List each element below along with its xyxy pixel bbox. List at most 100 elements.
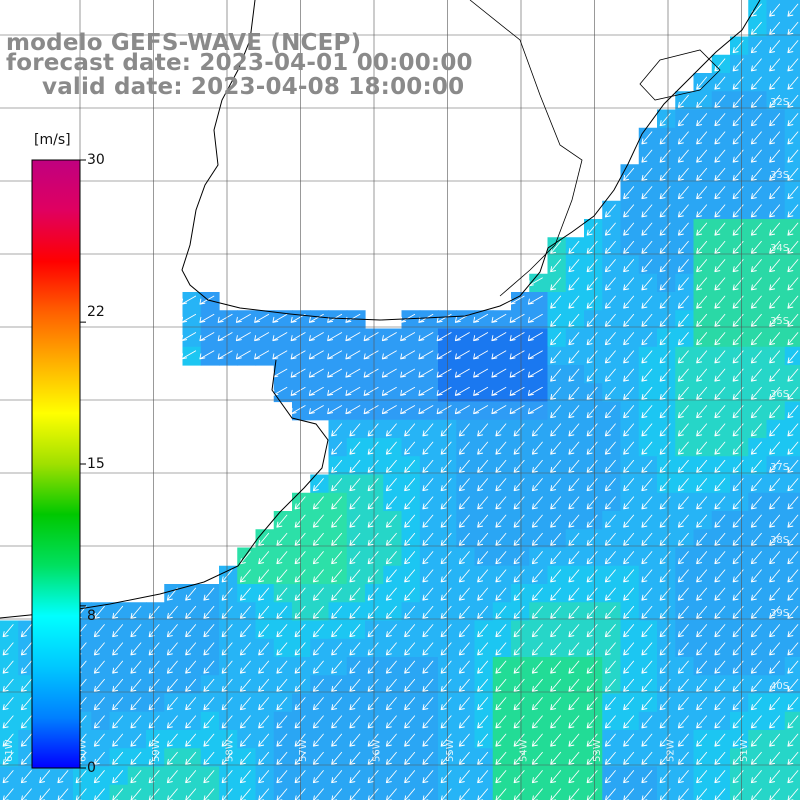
wind-arrow: [477, 770, 489, 784]
wind-arrow: [696, 131, 708, 145]
wind-arrow: [166, 678, 178, 692]
wind-speed-cell: [529, 383, 549, 403]
wind-speed-cell: [255, 328, 275, 348]
wind-arrow: [367, 423, 379, 437]
wind-arrow: [659, 441, 671, 455]
wind-arrow: [276, 733, 288, 747]
wind-arrow: [787, 40, 799, 54]
wind-arrow: [623, 459, 635, 473]
wind-arrow: [750, 459, 762, 473]
wind-speed-cell: [511, 784, 530, 800]
wind-arrow: [659, 532, 671, 546]
wind-arrow: [130, 660, 142, 674]
wind-arrow: [367, 624, 379, 638]
wind-arrow: [422, 532, 434, 546]
wind-arrow: [331, 551, 343, 565]
wind-arrow: [331, 788, 343, 800]
wind-arrow: [641, 313, 653, 327]
wind-arrow: [458, 715, 470, 729]
wind-arrow: [659, 715, 671, 729]
wind-arrow: [422, 605, 434, 619]
wind-arrow: [477, 532, 489, 546]
wind-arrow: [331, 624, 343, 638]
wind-arrow: [750, 295, 762, 309]
wind-arrow: [714, 423, 726, 437]
wind-arrow: [641, 186, 653, 200]
wind-arrow: [568, 605, 580, 619]
wind-speed-cell: [784, 401, 800, 421]
wind-arrow: [659, 313, 671, 327]
wind-arrow: [586, 660, 598, 674]
wind-speed-cell: [784, 438, 800, 457]
wind-speed-cell: [620, 784, 640, 800]
wind-speed-cell: [310, 328, 330, 348]
wind-arrow: [185, 770, 197, 784]
wind-speed-cell: [346, 383, 366, 403]
wind-arrow: [750, 660, 762, 674]
wind-speed-cell: [784, 693, 800, 713]
wind-arrow: [495, 770, 507, 784]
wind-arrow: [623, 423, 635, 437]
wind-arrow: [568, 660, 580, 674]
wind-arrow: [57, 770, 69, 784]
wind-arrow: [696, 76, 708, 90]
wind-arrow: [604, 642, 616, 656]
wind-arrow: [258, 770, 270, 784]
wind-arrow: [312, 496, 324, 510]
wind-arrow: [513, 678, 525, 692]
wind-arrow: [276, 660, 288, 674]
wind-arrow: [349, 514, 361, 528]
wind-arrow: [458, 751, 470, 765]
wind-arrow: [750, 313, 762, 327]
wind-arrow: [677, 770, 689, 784]
wind-arrow: [714, 715, 726, 729]
wind-arrow: [367, 569, 379, 583]
wind-arrow: [750, 496, 762, 510]
wind-arrow: [641, 514, 653, 528]
wind-arrow: [185, 788, 197, 800]
wind-arrow: [349, 733, 361, 747]
wind-speed-cell: [784, 492, 800, 512]
wind-arrow: [312, 587, 324, 601]
wind-speed-cell: [200, 346, 220, 366]
wind-arrow: [769, 149, 781, 163]
wind-arrow: [477, 660, 489, 674]
wind-arrow: [604, 277, 616, 291]
wind-arrow: [714, 770, 726, 784]
wind-arrow: [769, 222, 781, 236]
wind-arrow: [166, 697, 178, 711]
wind-arrow: [586, 697, 598, 711]
wind-arrow: [495, 660, 507, 674]
wind-arrow: [513, 551, 525, 565]
wind-arrow: [473, 386, 489, 396]
latitude-label: 32S: [770, 97, 789, 108]
wind-speed-cell: [784, 146, 800, 165]
wind-arrow: [477, 514, 489, 528]
wind-arrow: [787, 532, 799, 546]
wind-arrow: [495, 733, 507, 747]
wind-arrow: [363, 386, 379, 396]
lagoon-outline: [639, 49, 721, 101]
wind-speed-cell: [474, 401, 494, 421]
wind-arrow: [477, 587, 489, 601]
wind-speed-cell: [182, 292, 202, 311]
wind-arrow: [787, 697, 799, 711]
wind-arrow: [623, 277, 635, 291]
wind-speed-cell: [200, 784, 220, 800]
wind-speed-cell: [419, 328, 439, 348]
wind-arrow: [495, 441, 507, 455]
wind-arrow: [568, 496, 580, 510]
wind-speed-cell: [346, 784, 366, 800]
wind-arrow: [568, 332, 580, 346]
wind-arrow: [258, 715, 270, 729]
wind-arrow: [550, 788, 562, 800]
wind-speed-cell: [456, 401, 476, 421]
river-border: [469, 0, 583, 297]
wind-arrow: [531, 678, 543, 692]
wind-speed-cell: [474, 328, 494, 348]
wind-arrow: [750, 514, 762, 528]
wind-arrow: [623, 678, 635, 692]
wind-arrow: [185, 624, 197, 638]
wind-arrow: [586, 332, 598, 346]
wind-arrow: [714, 58, 726, 72]
